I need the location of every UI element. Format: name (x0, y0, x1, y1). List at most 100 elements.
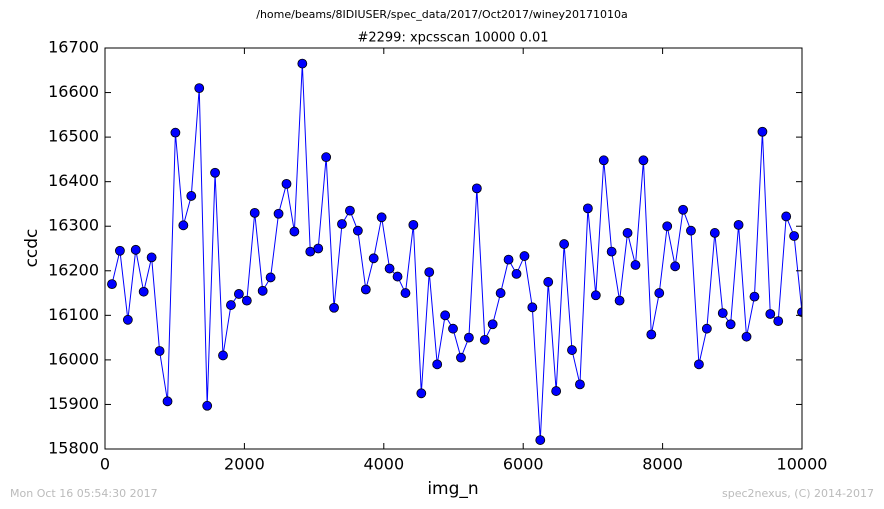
data-point (456, 352, 466, 363)
data-point (424, 267, 435, 278)
data-point (567, 345, 577, 355)
y-tick-label: 16400 (48, 171, 99, 190)
data-point (384, 263, 395, 274)
data-point (638, 155, 649, 166)
data-point (733, 219, 744, 230)
data-point (606, 246, 617, 257)
data-point (503, 254, 514, 265)
data-point (670, 261, 681, 272)
data-point (749, 291, 760, 302)
data-point (226, 300, 236, 310)
chart-subtitle: #2299: xpcsscan 10000 0.01 (357, 31, 548, 46)
data-point (178, 220, 189, 231)
footer-right: spec2nexus, (C) 2014-2017 (722, 487, 874, 500)
x-tick-label: 8000 (642, 455, 683, 474)
data-point (614, 295, 625, 306)
data-point (170, 127, 181, 138)
x-tick-label: 4000 (363, 455, 404, 474)
data-point (345, 205, 355, 216)
data-point (265, 272, 276, 283)
data-point (701, 323, 712, 334)
data-point (210, 167, 220, 178)
data-point (519, 251, 530, 261)
data-point (654, 288, 665, 298)
data-point (479, 334, 490, 345)
y-tick-label: 16200 (48, 260, 99, 279)
x-tick-label: 2000 (224, 455, 265, 474)
data-point (352, 225, 363, 236)
data-point (527, 302, 538, 313)
data-point (678, 204, 688, 215)
data-point (130, 244, 141, 255)
data-point (416, 388, 427, 399)
data-point (448, 323, 458, 334)
y-tick-label: 16500 (48, 127, 99, 146)
y-tick-label: 16700 (48, 38, 99, 57)
data-point (392, 271, 403, 282)
data-point (511, 268, 522, 279)
data-point (241, 295, 252, 306)
data-point (471, 183, 482, 194)
data-point (709, 228, 720, 238)
data-point (575, 379, 585, 390)
data-point (122, 314, 133, 325)
data-point (757, 126, 768, 137)
data-point (797, 307, 802, 318)
data-point (408, 219, 419, 230)
x-axis-label: img_n (427, 479, 478, 499)
data-point (725, 319, 736, 330)
data-point (551, 386, 562, 396)
data-point (535, 435, 546, 445)
data-point (622, 228, 633, 238)
data-point (400, 288, 411, 298)
data-point (686, 225, 696, 236)
data-point (162, 396, 173, 407)
data-point (487, 319, 498, 330)
data-point (368, 253, 379, 264)
y-axis-label: ccdc (22, 229, 42, 268)
data-point (765, 309, 776, 319)
plot-area (107, 58, 802, 445)
data-point (582, 203, 593, 214)
data-point (281, 178, 292, 189)
data-point (107, 279, 117, 290)
y-tick-label: 16600 (48, 82, 99, 101)
data-point (138, 286, 149, 297)
data-point (186, 191, 197, 201)
data-point (717, 308, 728, 319)
footer-left: Mon Oct 16 05:54:30 2017 (10, 487, 158, 500)
x-tick-label: 6000 (503, 455, 544, 474)
data-point (289, 226, 300, 237)
data-point (495, 288, 506, 298)
data-point (337, 219, 347, 229)
data-point (321, 152, 332, 163)
data-point (202, 400, 213, 411)
data-point (218, 350, 228, 361)
y-tick-label: 15900 (48, 394, 99, 413)
data-point (662, 221, 673, 232)
data-point (376, 212, 387, 223)
data-point (360, 284, 371, 295)
y-tick-label: 16300 (48, 216, 99, 235)
data-point (789, 231, 800, 241)
x-tick-label: 0 (100, 455, 110, 474)
data-line (111, 63, 802, 441)
chart-title: /home/beams/8IDIUSER/spec_data/2017/Oct2… (256, 8, 628, 21)
data-point (598, 155, 609, 166)
data-point (432, 359, 443, 370)
data-point (590, 290, 601, 301)
y-tick-label: 16000 (48, 349, 99, 368)
data-point (440, 310, 451, 321)
data-point (773, 316, 784, 327)
data-point (741, 331, 752, 342)
data-point (646, 329, 657, 340)
data-point (233, 289, 244, 299)
x-tick-label: 10000 (777, 455, 828, 474)
data-point (329, 302, 339, 313)
data-point (464, 332, 474, 343)
data-point (297, 58, 308, 69)
data-point (273, 208, 284, 219)
data-point (146, 252, 157, 263)
